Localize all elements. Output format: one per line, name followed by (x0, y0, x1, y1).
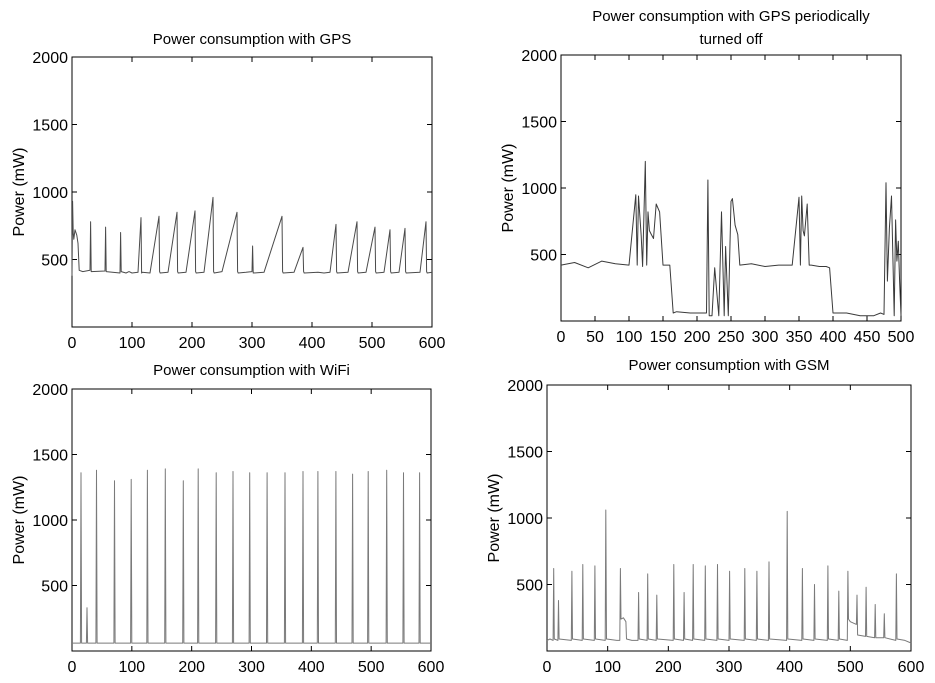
series-line-1 (72, 469, 431, 643)
x-tick-label: 100 (616, 329, 643, 346)
chart-panel-2: Power consumption with GPS periodically t… (500, 8, 914, 346)
y-axis-label: Power (mW) (11, 476, 28, 565)
series-line-1 (561, 161, 901, 315)
series-line-1 (547, 510, 911, 643)
y-tick-label: 500 (41, 579, 68, 596)
y-tick-label: 2000 (32, 50, 68, 67)
x-tick-label: 100 (594, 659, 621, 676)
y-tick-label: 2000 (32, 382, 68, 399)
x-tick-label: 100 (118, 659, 145, 676)
x-tick-label: 450 (854, 329, 881, 346)
y-tick-label: 2000 (521, 48, 557, 65)
chart-title: Power consumption with GPS periodically (592, 8, 870, 25)
y-tick-label: 1500 (507, 445, 543, 462)
x-tick-label: 250 (718, 329, 745, 346)
x-tick-label: 500 (837, 659, 864, 676)
y-tick-label: 2000 (507, 378, 543, 395)
x-tick-label: 100 (119, 335, 146, 352)
chart-title: turned off (699, 31, 763, 48)
y-tick-label: 1000 (521, 181, 557, 198)
y-tick-label: 1500 (521, 115, 557, 132)
x-tick-label: 0 (557, 329, 566, 346)
x-tick-label: 600 (419, 335, 446, 352)
y-tick-label: 1000 (507, 511, 543, 528)
x-tick-label: 200 (684, 329, 711, 346)
series-line-1 (72, 197, 432, 275)
x-tick-label: 200 (655, 659, 682, 676)
x-tick-label: 400 (776, 659, 803, 676)
chart-title: Power consumption with GSM (629, 357, 830, 374)
x-tick-label: 300 (238, 659, 265, 676)
x-tick-label: 0 (68, 335, 77, 352)
x-tick-label: 300 (716, 659, 743, 676)
y-tick-label: 1500 (32, 118, 68, 135)
chart-panel-3: Power consumption with WiFi5001000150020… (11, 362, 444, 676)
x-tick-label: 200 (178, 659, 205, 676)
y-tick-label: 1000 (32, 513, 68, 530)
x-tick-label: 50 (586, 329, 604, 346)
chart-panel-4: Power consumption with GSM50010001500200… (486, 357, 924, 676)
y-tick-label: 500 (530, 248, 557, 265)
y-tick-label: 1500 (32, 448, 68, 465)
x-tick-label: 150 (650, 329, 677, 346)
chart-title: Power consumption with WiFi (153, 362, 350, 379)
x-tick-label: 400 (299, 335, 326, 352)
x-tick-label: 350 (786, 329, 813, 346)
x-tick-label: 600 (418, 659, 445, 676)
x-tick-label: 200 (179, 335, 206, 352)
y-axis-label: Power (mW) (486, 474, 503, 563)
x-tick-label: 500 (888, 329, 915, 346)
plot-area-frame (561, 55, 901, 321)
y-tick-label: 1000 (32, 185, 68, 202)
y-axis-label: Power (mW) (500, 144, 517, 233)
x-tick-label: 300 (239, 335, 266, 352)
chart-panel-1: Power consumption with GPS50010001500200… (11, 31, 445, 352)
x-tick-label: 0 (543, 659, 552, 676)
y-tick-label: 500 (41, 253, 68, 270)
x-tick-label: 500 (359, 335, 386, 352)
plot-area-frame (72, 389, 431, 651)
x-tick-label: 500 (358, 659, 385, 676)
x-tick-label: 400 (298, 659, 325, 676)
chart-title: Power consumption with GPS (153, 31, 351, 48)
x-tick-label: 400 (820, 329, 847, 346)
y-tick-label: 500 (516, 578, 543, 595)
plot-area-frame (72, 57, 432, 327)
x-tick-label: 600 (898, 659, 925, 676)
x-tick-label: 0 (68, 659, 77, 676)
x-tick-label: 300 (752, 329, 779, 346)
y-axis-label: Power (mW) (11, 148, 28, 237)
